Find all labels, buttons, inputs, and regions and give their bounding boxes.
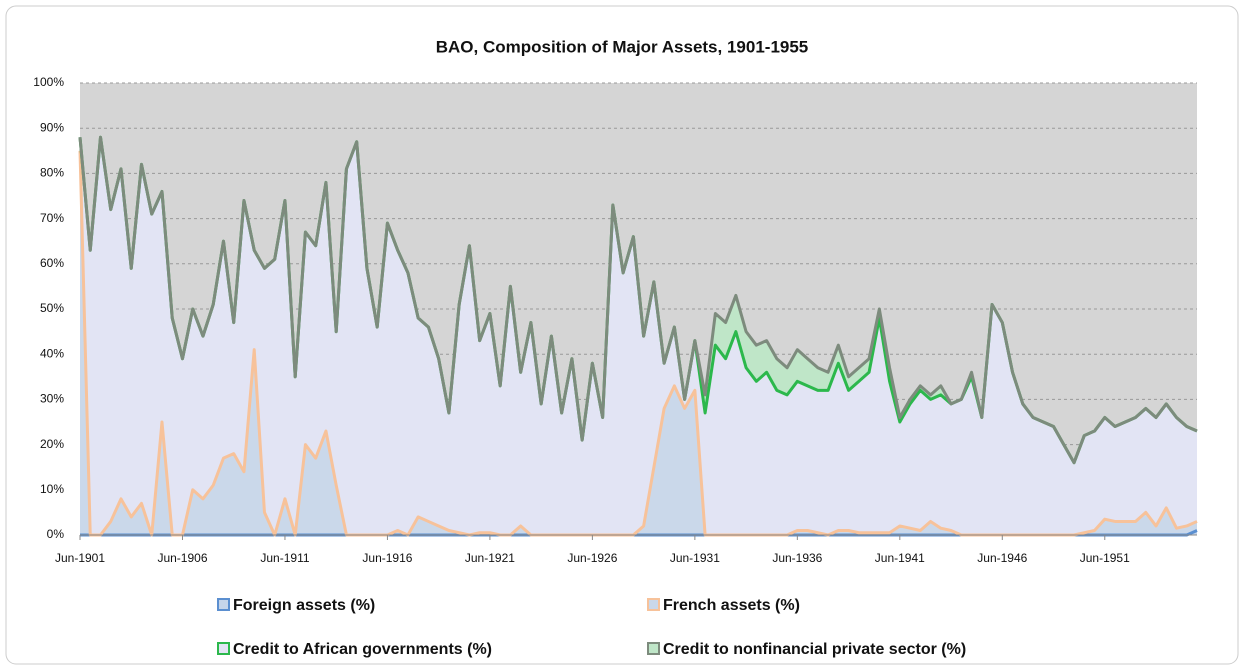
legend-label: Credit to nonfinancial private sector (%… — [663, 641, 966, 658]
x-tick-label: Jun-1901 — [55, 551, 105, 565]
x-tick-label: Jun-1906 — [157, 551, 207, 565]
x-tick-label: Jun-1911 — [260, 551, 309, 565]
y-tick-label: 20% — [40, 437, 64, 451]
x-tick-label: Jun-1941 — [875, 551, 925, 565]
y-tick-label: 40% — [40, 346, 64, 360]
y-tick-label: 70% — [40, 211, 64, 225]
legend-swatch — [217, 642, 230, 655]
chart-title: BAO, Composition of Major Assets, 1901-1… — [436, 37, 809, 56]
y-tick-label: 80% — [40, 166, 64, 180]
y-tick-label: 100% — [33, 75, 64, 89]
y-tick-label: 0% — [47, 527, 65, 541]
y-tick-label: 30% — [40, 392, 64, 406]
y-tick-label: 90% — [40, 120, 64, 134]
legend-swatch — [217, 598, 230, 611]
legend-label: French assets (%) — [663, 597, 800, 614]
legend-label: Credit to African governments (%) — [233, 641, 492, 658]
legend-label: Foreign assets (%) — [233, 597, 375, 614]
y-tick-label: 60% — [40, 256, 64, 270]
area — [80, 137, 1197, 536]
legend-swatch — [647, 642, 660, 655]
x-tick-label: Jun-1951 — [1080, 551, 1130, 565]
legend-swatch — [647, 598, 660, 611]
x-tick-label: Jun-1931 — [670, 551, 720, 565]
x-tick-label: Jun-1946 — [977, 551, 1027, 565]
x-tick-label: Jun-1936 — [772, 551, 822, 565]
x-tick-label: Jun-1916 — [362, 551, 412, 565]
y-tick-label: 50% — [40, 301, 64, 315]
x-tick-label: Jun-1921 — [465, 551, 515, 565]
x-tick-label: Jun-1926 — [567, 551, 617, 565]
y-tick-label: 10% — [40, 482, 64, 496]
line — [78, 135, 1198, 465]
